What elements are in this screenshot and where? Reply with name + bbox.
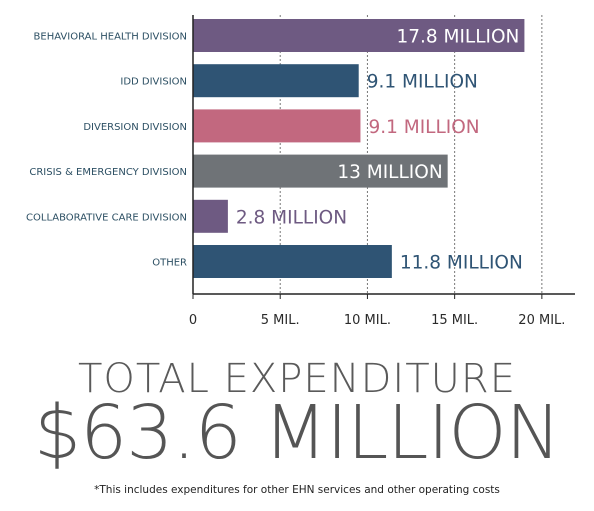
x-tick-label: 20 MIL. — [518, 313, 565, 328]
bar — [193, 109, 361, 143]
total-expenditure-label: TOTAL EXPENDITURE — [78, 356, 516, 402]
data-label: 9.1 MILLION — [367, 72, 478, 93]
category-label: COLLABORATIVE CARE DIVISION — [26, 212, 187, 223]
category-label: BEHAVIORAL HEALTH DIVISION — [34, 32, 187, 43]
data-label: 17.8 MILLION — [396, 27, 519, 48]
x-tick-labels: 0 5 MIL. 10 MIL. 15 MIL. 20 MIL. — [189, 313, 566, 328]
category-labels: BEHAVIORAL HEALTH DIVISION IDD DIVISION DI… — [26, 32, 187, 269]
bar-chart: BEHAVIORAL HEALTH DIVISION IDD DIVISION DI… — [26, 15, 575, 328]
total-expenditure-value: $63.6 MILLION — [34, 390, 561, 476]
bar — [193, 245, 392, 278]
category-label: DIVERSION DIVISION — [83, 122, 187, 133]
value-labels: 17.8 MILLION 9.1 MILLION 9.1 MILLION 13 MIL… — [236, 27, 523, 274]
data-label: 13 MILLION — [337, 162, 442, 183]
x-tick-label: 15 MIL. — [431, 313, 478, 328]
data-label: 9.1 MILLION — [368, 117, 479, 138]
bars — [193, 19, 525, 278]
category-label: OTHER — [152, 258, 187, 269]
category-label: IDD DIVISION — [120, 77, 187, 88]
bar — [193, 154, 448, 188]
footnote: *This includes expenditures for other EH… — [94, 484, 500, 496]
bar — [193, 19, 525, 52]
bar — [193, 64, 359, 98]
category-label: CRISIS & EMERGENCY DIVISION — [29, 167, 187, 178]
x-tick-label: 10 MIL. — [344, 313, 391, 328]
data-label: 11.8 MILLION — [400, 253, 523, 274]
x-tick-label: 5 MIL. — [261, 313, 300, 328]
bar — [193, 199, 228, 233]
data-label: 2.8 MILLION — [236, 207, 347, 228]
axes — [192, 15, 575, 299]
x-tick-label: 0 — [189, 313, 197, 328]
